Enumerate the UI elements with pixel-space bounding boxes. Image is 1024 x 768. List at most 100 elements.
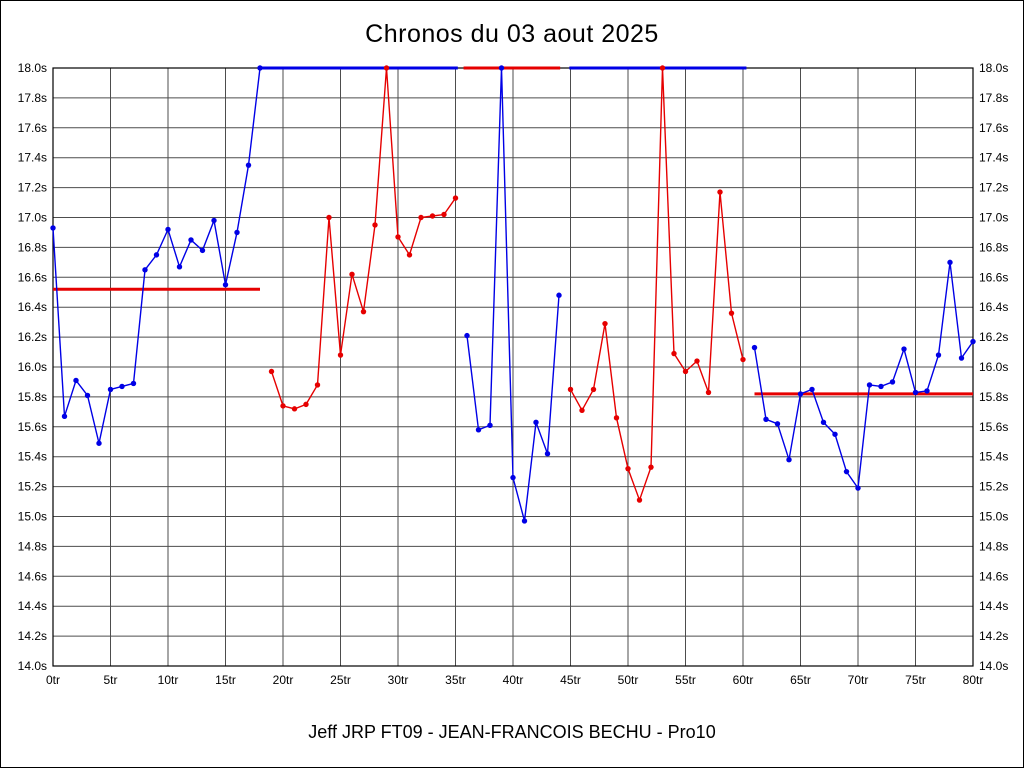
data-point — [234, 229, 240, 236]
data-point — [418, 214, 424, 221]
y-axis-tick-label-right: 14.2s — [979, 629, 1008, 643]
y-axis-tick-label-left: 14.4s — [18, 599, 47, 613]
data-point — [107, 386, 114, 393]
data-point — [314, 382, 321, 388]
data-point — [406, 252, 413, 258]
data-point — [96, 440, 102, 446]
data-point — [809, 386, 815, 393]
grid — [52, 67, 974, 667]
y-axis-tick-label-left: 16.8s — [18, 240, 47, 254]
data-point — [349, 271, 355, 278]
x-axis-tick-label: 55tr — [675, 673, 696, 687]
x-axis-tick-label: 40tr — [503, 673, 524, 687]
y-axis-tick-label-left: 16.6s — [18, 270, 47, 284]
y-axis-tick-label-left: 17.2s — [18, 181, 47, 195]
data-point — [958, 355, 965, 361]
data-point — [970, 338, 976, 345]
data-point — [337, 352, 344, 358]
data-point — [211, 217, 217, 224]
data-point — [326, 214, 332, 221]
y-axis-tick-label-right: 14.4s — [979, 599, 1008, 613]
data-point — [901, 346, 907, 352]
data-point — [728, 310, 735, 316]
data-point — [165, 226, 171, 233]
data-point — [153, 252, 160, 258]
data-point — [452, 195, 459, 201]
data-point — [372, 222, 378, 228]
data-point — [671, 350, 677, 357]
y-axis-tick-label-right: 17.2s — [979, 181, 1008, 195]
y-axis-tick-label-left: 15.6s — [18, 420, 47, 434]
data-point — [832, 431, 838, 437]
y-axis-tick-label-left: 14.8s — [18, 539, 47, 553]
data-point — [751, 344, 758, 351]
series-blue-stint-2 — [464, 65, 562, 524]
data-point — [774, 421, 781, 427]
data-point — [533, 419, 539, 426]
y-axis-tick-label-right: 15.6s — [979, 420, 1008, 434]
data-point — [441, 211, 447, 218]
data-point — [682, 368, 689, 375]
x-axis-tick-label: 45tr — [560, 673, 581, 687]
y-axis-tick-label-right: 14.0s — [979, 659, 1008, 673]
x-axis-tick-label: 35tr — [445, 673, 466, 687]
data-point — [648, 464, 654, 470]
y-axis-tick-label-left: 14.2s — [18, 629, 47, 643]
data-point — [429, 213, 436, 219]
data-point — [786, 456, 792, 463]
series-blue-stint-3 — [751, 259, 976, 491]
data-point — [717, 189, 723, 195]
x-axis-tick-label: 75tr — [905, 673, 926, 687]
data-point — [475, 427, 482, 433]
data-point — [510, 474, 516, 481]
data-point — [590, 386, 597, 393]
y-axis-tick-label-left: 14.0s — [18, 659, 47, 673]
y-axis-tick-label-right: 15.8s — [979, 390, 1008, 404]
data-point — [498, 65, 505, 71]
data-point — [360, 308, 367, 315]
y-axis-tick-label-right: 14.8s — [979, 539, 1008, 553]
data-point — [820, 419, 827, 426]
y-axis-tick-label-right: 16.6s — [979, 270, 1008, 284]
y-axis-tick-label-right: 16.0s — [979, 360, 1008, 374]
data-point — [84, 392, 91, 399]
data-point — [50, 225, 56, 231]
data-point — [947, 259, 953, 266]
y-axis-tick-label-left: 15.2s — [18, 480, 47, 494]
chart-footer: Jeff JRP FT09 - JEAN-FRANCOIS BECHU - Pr… — [308, 722, 716, 742]
data-point — [705, 389, 712, 396]
data-point — [935, 352, 942, 358]
data-point — [602, 320, 608, 327]
y-axis-tick-label-left: 15.4s — [18, 450, 47, 464]
series-line-red-stint-2 — [569, 67, 744, 503]
y-axis-tick-label-left: 15.8s — [18, 390, 47, 404]
x-axis-tick-label: 20tr — [273, 673, 294, 687]
x-axis-tick-label: 80tr — [963, 673, 984, 687]
series-blue-stint-1 — [50, 65, 263, 446]
data-point — [694, 358, 700, 364]
y-axis-tick-label-right: 17.8s — [979, 91, 1008, 105]
data-point — [889, 379, 896, 385]
y-axis-tick-label-right: 15.2s — [979, 480, 1008, 494]
x-axis-tick-label: 15tr — [215, 673, 236, 687]
data-point — [912, 389, 919, 396]
data-point — [487, 422, 493, 429]
y-axis-tick-label-right: 15.0s — [979, 510, 1008, 524]
x-axis-tick-label: 50tr — [618, 673, 639, 687]
data-point — [130, 380, 137, 387]
data-point — [73, 377, 79, 384]
y-axis-tick-label-right: 18.0s — [979, 61, 1008, 75]
x-axis-tick-label: 10tr — [158, 673, 179, 687]
data-point — [245, 162, 252, 168]
data-point — [188, 237, 194, 243]
y-axis-tick-label-left: 16.0s — [18, 360, 47, 374]
data-point — [567, 386, 574, 393]
y-axis-tick-label-right: 17.6s — [979, 121, 1008, 135]
data-point — [119, 383, 125, 390]
y-axis-tick-label-left: 17.4s — [18, 151, 47, 165]
data-point — [625, 465, 631, 472]
chart-title: Chronos du 03 aout 2025 — [365, 20, 659, 48]
series-red-stint-2 — [567, 65, 746, 503]
data-point — [257, 65, 263, 71]
